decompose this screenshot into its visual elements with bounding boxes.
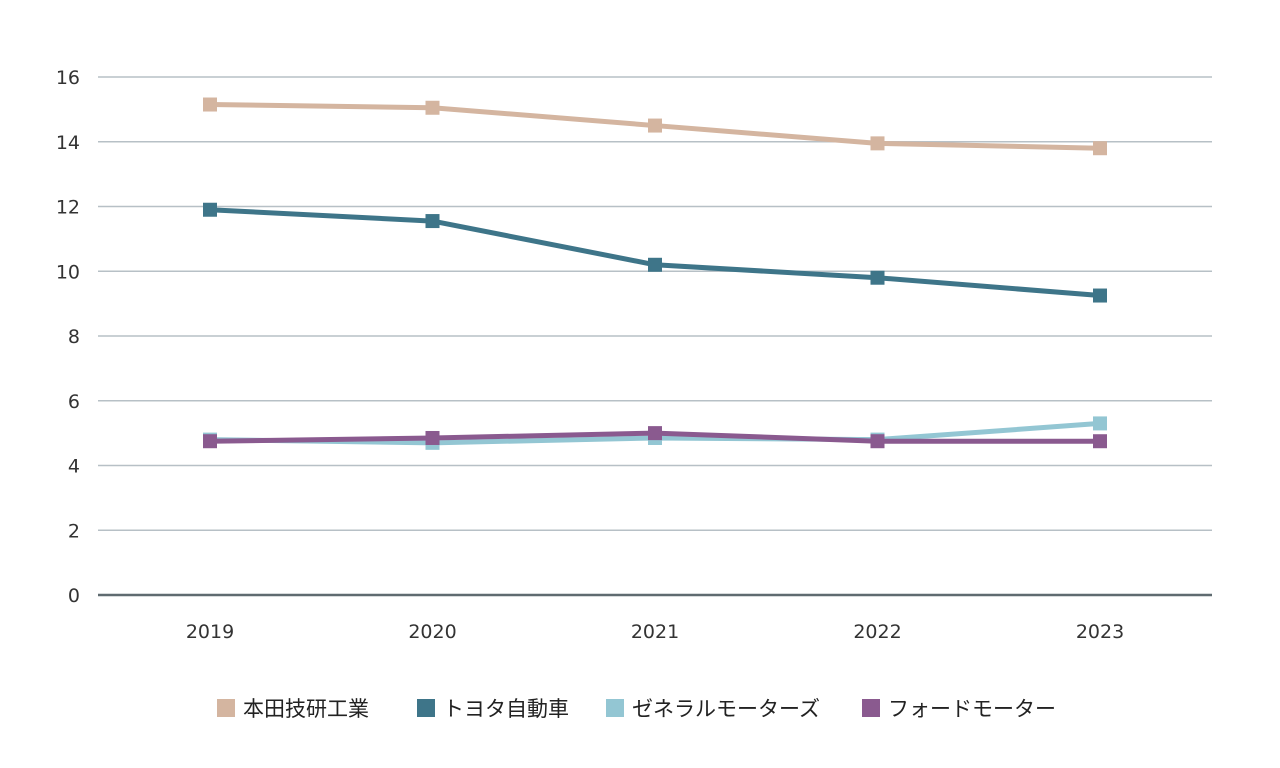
legend-swatch xyxy=(606,699,624,717)
data-point-marker xyxy=(648,426,662,441)
data-point-marker xyxy=(870,270,885,285)
legend-item: ゼネラルモーターズ xyxy=(606,697,820,721)
x-tick-label: 2020 xyxy=(408,621,456,643)
y-tick-label: 12 xyxy=(56,197,80,219)
legend-label: ゼネラルモーターズ xyxy=(632,697,820,721)
grid xyxy=(98,76,1212,597)
data-point-marker xyxy=(425,430,440,445)
data-point-marker xyxy=(1093,416,1107,431)
y-tick-label: 16 xyxy=(56,67,80,89)
series-4 xyxy=(203,426,1107,449)
data-point-marker xyxy=(1093,141,1107,156)
data-point-marker xyxy=(1093,288,1107,303)
data-point-marker xyxy=(870,434,885,449)
legend-label: 本田技研工業 xyxy=(243,697,369,721)
data-point-marker xyxy=(203,202,217,217)
data-point-marker xyxy=(648,257,662,272)
y-tick-label: 4 xyxy=(68,456,80,478)
legend-item: トヨタ自動車 xyxy=(417,697,569,721)
y-tick-label: 2 xyxy=(68,520,80,542)
x-tick-label: 2022 xyxy=(853,621,901,643)
series-line xyxy=(207,207,1103,299)
legend-label: トヨタ自動車 xyxy=(443,697,569,721)
y-tick-label: 10 xyxy=(56,261,80,283)
data-point-marker xyxy=(1093,434,1107,449)
data-point-marker xyxy=(425,100,440,115)
y-tick-label: 14 xyxy=(56,132,80,154)
legend-item: 本田技研工業 xyxy=(217,697,369,721)
data-point-marker xyxy=(203,97,217,112)
legend-item: フォードモーター xyxy=(862,697,1056,721)
data-point-marker xyxy=(648,118,662,133)
y-axis-ticks: 0 2 4 6 8 10 12 14 16 xyxy=(56,67,80,607)
x-tick-label: 2023 xyxy=(1076,621,1124,643)
legend-swatch xyxy=(417,699,435,717)
y-tick-label: 0 xyxy=(68,585,80,607)
y-tick-label: 8 xyxy=(68,326,80,348)
legend-label: フォードモーター xyxy=(888,697,1056,721)
series-1 xyxy=(203,97,1107,156)
series-2 xyxy=(203,202,1107,303)
legend-swatch xyxy=(217,699,235,717)
data-point-marker xyxy=(870,136,885,151)
data-point-marker xyxy=(425,214,440,229)
legend: 本田技研工業 トヨタ自動車 ゼネラルモーターズ フォードモーター xyxy=(217,697,1056,721)
x-tick-label: 2019 xyxy=(186,621,234,643)
data-point-marker xyxy=(203,434,217,449)
legend-swatch xyxy=(862,699,880,717)
x-axis-ticks: 2019 2020 2021 2022 2023 xyxy=(186,621,1124,643)
y-tick-label: 6 xyxy=(68,391,80,413)
series-group xyxy=(203,97,1107,450)
x-tick-label: 2021 xyxy=(631,621,679,643)
